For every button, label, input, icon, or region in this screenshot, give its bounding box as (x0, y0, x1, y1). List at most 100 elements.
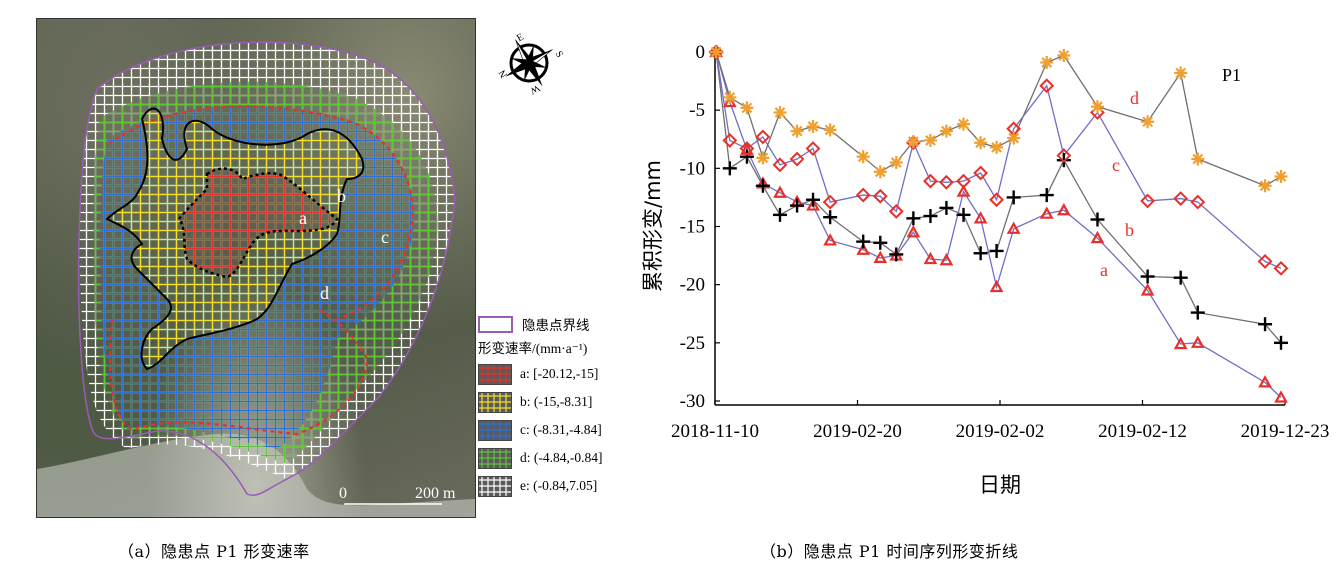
marker-a (973, 211, 988, 224)
series-line-b (715, 51, 1282, 344)
marker-c (772, 157, 788, 173)
map-label-b: b (337, 186, 346, 206)
marker-c (956, 173, 971, 189)
marker-d (906, 135, 920, 149)
marker-d (740, 101, 754, 115)
legend-item-b: b: (-15,-8.31] (478, 388, 638, 416)
x-axis-title: 日期 (979, 473, 1021, 497)
legend-title: 形变速率/(mm·a⁻¹) (478, 341, 588, 356)
caption-b: （b）隐患点 P1 时间序列形变折线 (760, 542, 1019, 561)
marker-a (1258, 375, 1272, 388)
map-legend: 隐患点界线 形变速率/(mm·a⁻¹) a: [-20.12,-15] b: (-… (478, 310, 638, 500)
marker-d (990, 140, 1004, 154)
marker-b (1274, 335, 1289, 350)
caption-a: （a）隐患点 P1 形变速率 (118, 542, 310, 561)
marker-a (773, 185, 787, 198)
marker-d (1274, 169, 1288, 183)
legend-item-c: c: (-8.31,-4.84] (478, 416, 638, 444)
marker-a (956, 184, 971, 197)
y-axis-title: 累积形变/mm (641, 160, 665, 292)
y-tick-label: -25 (680, 333, 705, 354)
marker-c (789, 151, 805, 167)
legend-boundary: 隐患点界线 (478, 310, 638, 338)
marker-c (755, 129, 771, 145)
panel-time-series-chart: 0 -5 -10 -15 -20 -25 -30 2018-11-10 2019-02-20 20… (640, 0, 1343, 579)
marker-b (906, 211, 921, 226)
map-label-a: a (299, 208, 307, 228)
map-overlay: a b c d 0 200 m (37, 41, 475, 517)
compass-s: S (553, 49, 564, 59)
marker-a (1190, 335, 1205, 348)
marker-b (956, 207, 971, 222)
series-lines (715, 51, 1282, 398)
marker-d (957, 117, 971, 131)
marker-d (1191, 152, 1205, 166)
zone-c-boundary (108, 105, 414, 436)
marker-b (722, 161, 737, 176)
legend-label-d: d: (-4.84,-0.84] (520, 450, 603, 465)
marker-d (790, 124, 804, 138)
annot-a: a (1100, 260, 1108, 280)
series-line-c (715, 51, 1282, 269)
marker-a (939, 252, 954, 266)
legend-swatch-c (478, 419, 512, 441)
marker-a (1056, 202, 1071, 216)
marker-c (855, 187, 871, 203)
marker-b (823, 210, 838, 225)
marker-c (973, 165, 989, 181)
marker-b (739, 149, 754, 164)
marker-c (1257, 253, 1273, 269)
marker-a (906, 225, 921, 238)
satellite-map: a b c d 0 200 m (36, 18, 476, 518)
marker-a (722, 94, 737, 108)
marker-a (823, 233, 838, 246)
marker-d (974, 136, 988, 150)
x-tick-label: 2019-12-23 (1241, 421, 1330, 442)
marker-b (772, 207, 787, 222)
marker-c (1273, 260, 1289, 276)
annot-b: b (1125, 220, 1134, 240)
marker-d (1007, 131, 1021, 145)
y-tick-label: -30 (680, 391, 705, 412)
legend-label-a: a: [-20.12,-15] (520, 366, 599, 381)
legend-label-c: c: (-8.31,-4.84] (520, 422, 602, 437)
marker-b (1140, 269, 1155, 284)
legend-items: a: [-20.12,-15] b: (-15,-8.31] c: (-8.31,-… (478, 360, 638, 500)
scale-bar: 0 200 m (339, 485, 456, 505)
marker-c (1173, 191, 1189, 206)
marker-c (722, 132, 738, 148)
marker-c (805, 141, 821, 156)
marker-b (856, 234, 871, 249)
legend-item-d: d: (-4.84,-0.84] (478, 444, 638, 472)
marker-b (1090, 212, 1105, 227)
marker-d (723, 90, 737, 104)
marker-a (1039, 206, 1054, 219)
marker-c (1056, 148, 1072, 163)
map-label-c: c (381, 227, 389, 247)
chart-title-p1: P1 (1222, 65, 1241, 85)
series-markers (708, 44, 1289, 403)
legend-item-a: a: [-20.12,-15] (478, 360, 638, 388)
legend-swatch-d (478, 447, 512, 469)
marker-a (1274, 390, 1288, 403)
marker-d (756, 151, 770, 165)
marker-d (1057, 48, 1071, 62)
marker-a (806, 198, 820, 211)
marker-d (1258, 179, 1272, 193)
marker-b (923, 209, 938, 224)
marker-b (873, 235, 888, 250)
zone-a (177, 167, 339, 279)
compass-w: W (527, 82, 541, 97)
marker-b (1039, 188, 1054, 203)
marker-a (923, 251, 938, 265)
panel-deformation-rate-map: a b c d 0 200 m (0, 0, 640, 579)
legend-swatch-a (478, 363, 512, 385)
marker-c (989, 192, 1004, 208)
marker-c (939, 174, 954, 190)
scale-bar-end: 200 m (415, 485, 456, 502)
marker-d (889, 156, 903, 170)
marker-b (790, 198, 805, 213)
x-tick-label: 2019-02-02 (956, 421, 1045, 442)
series-line-a (715, 51, 1282, 398)
time-series-chart: 0 -5 -10 -15 -20 -25 -30 2018-11-10 2019-02-20 20… (641, 42, 1330, 497)
